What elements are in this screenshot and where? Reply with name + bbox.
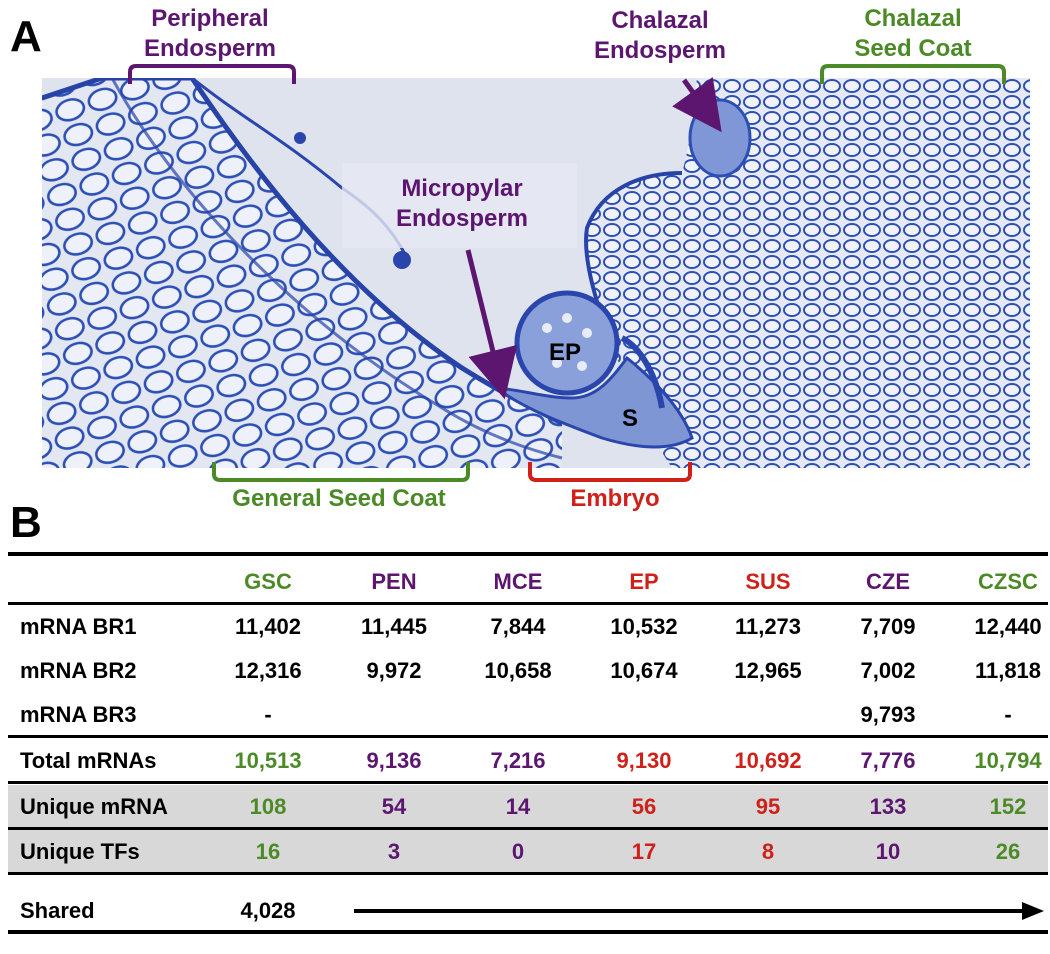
table-header-row: GSC PEN MCE EP SUS CZE CZSC [8, 560, 1048, 604]
table-cell: 10,658 [484, 658, 552, 683]
micropylar-endosperm-line2: Endosperm [395, 205, 529, 232]
panel-b-letter: B [10, 498, 42, 547]
seed-section-micrograph [42, 78, 1030, 468]
header-rule [8, 602, 1048, 605]
table-cell: 12,316 [234, 658, 302, 683]
row-label: mRNA BR1 [20, 614, 137, 639]
table-cell: 10,692 [734, 748, 802, 773]
table-cell: 7,709 [860, 614, 916, 639]
table-row: Unique TFs 16 3 0 17 8 10 26 [8, 830, 1048, 874]
table-cell [584, 693, 704, 737]
table-cell: 16 [255, 839, 281, 864]
chalazal-endosperm-line2: Endosperm [593, 37, 727, 64]
table-cell: 7,216 [490, 748, 546, 773]
table-cell: 12,965 [734, 658, 802, 683]
table-row: Total mRNAs 10,513 9,136 7,216 9,130 10,692 7,… [8, 739, 1048, 783]
table-cell: 11,445 [360, 614, 428, 639]
peripheral-endosperm-line1: Peripheral [151, 5, 269, 32]
column-header-ep: EP [629, 569, 659, 594]
table-cell: 3 [387, 839, 401, 864]
table-cell: 12,440 [974, 614, 1042, 639]
table-cell: 8 [761, 839, 775, 864]
table-cell: - [1004, 702, 1012, 727]
chalazal-endosperm-line1: Chalazal [611, 7, 709, 34]
column-header-mce: MCE [493, 569, 543, 594]
after-unique-mrna-rule [8, 827, 1048, 830]
panel-a-letter: A [10, 12, 42, 61]
column-header-gsc: GSC [244, 569, 292, 594]
shared-label: Shared [20, 898, 95, 923]
after-total-rule [8, 781, 1048, 784]
table-cell: 152 [989, 794, 1027, 819]
row-label: Total mRNAs [20, 748, 157, 773]
table-cell: 9,972 [366, 658, 422, 683]
shared-row: Shared 4,028 [8, 889, 1048, 933]
table-cell: 95 [755, 794, 781, 819]
table-cell: 9,136 [366, 748, 422, 773]
table-cell: 17 [631, 839, 657, 864]
table-cell: 7,002 [860, 658, 916, 683]
chalazal-seed-coat-line2: Seed Coat [854, 35, 972, 62]
table-cell: 11,273 [734, 614, 802, 639]
table-cell: 108 [249, 794, 287, 819]
table-cell: 9,130 [616, 748, 672, 773]
row-label: Unique mRNA [20, 794, 168, 819]
table-cell: 11,818 [974, 658, 1042, 683]
row-label: Unique TFs [20, 839, 140, 864]
micropylar-endosperm-line1: Micropylar [401, 175, 523, 202]
shared-arrow [354, 902, 1044, 920]
table-cell: 10,532 [610, 614, 678, 639]
micropylar-endosperm-label: Micropylar Endosperm [372, 174, 552, 234]
shared-value: 4,028 [240, 898, 296, 923]
column-header-czsc: CZSC [978, 569, 1038, 594]
table-cell: 56 [631, 794, 657, 819]
table-cell [708, 693, 828, 737]
table-cell: 7,844 [490, 614, 546, 639]
table-cell: 14 [505, 794, 531, 819]
table-cell: 10,674 [610, 658, 678, 683]
row-label: mRNA BR2 [20, 658, 137, 683]
table-row: Unique mRNA 108 54 14 56 95 133 152 [8, 785, 1048, 829]
table-cell: - [264, 702, 272, 727]
chalazal-seed-coat-line1: Chalazal [864, 5, 962, 32]
table-cell [458, 693, 578, 737]
table-row: mRNA BR3 - 9,793 - [8, 693, 1048, 737]
table-cell: 54 [381, 794, 407, 819]
row-label: mRNA BR3 [20, 702, 137, 727]
table-cell [334, 693, 454, 737]
peripheral-endosperm-label: Peripheral Endosperm [120, 4, 300, 64]
table-cell: 11,402 [234, 614, 302, 639]
table-top-rule [8, 552, 1048, 556]
column-header-sus: SUS [745, 569, 791, 594]
table-cell: 10,794 [974, 748, 1042, 773]
after-br3-rule [8, 735, 1048, 738]
table-cell: 133 [869, 794, 907, 819]
table-cell: 0 [511, 839, 525, 864]
table-bottom-rule [8, 930, 1048, 934]
after-unique-tfs-rule [8, 872, 1048, 875]
table-row: mRNA BR2 12,316 9,972 10,658 10,674 12,965 7,0… [8, 649, 1048, 693]
embryo-label: Embryo [570, 485, 660, 512]
general-seed-coat-label: General Seed Coat [232, 485, 446, 512]
table-row: mRNA BR1 11,402 11,445 7,844 10,532 11,273 7,7… [8, 605, 1048, 649]
column-header-cze: CZE [866, 569, 910, 594]
column-header-pen: PEN [371, 569, 417, 594]
chalazal-endosperm-label: Chalazal Endosperm [570, 6, 750, 66]
s-label: S [621, 405, 638, 432]
table-cell: 7,776 [860, 748, 916, 773]
peripheral-endosperm-line2: Endosperm [143, 35, 277, 62]
table-cell: 26 [995, 839, 1021, 864]
table-cell: 10 [875, 839, 901, 864]
chalazal-seed-coat-label: Chalazal Seed Coat [818, 4, 1008, 64]
table-cell: 9,793 [860, 702, 916, 727]
ep-label: EP [548, 339, 581, 366]
table-cell: 10,513 [234, 748, 302, 773]
